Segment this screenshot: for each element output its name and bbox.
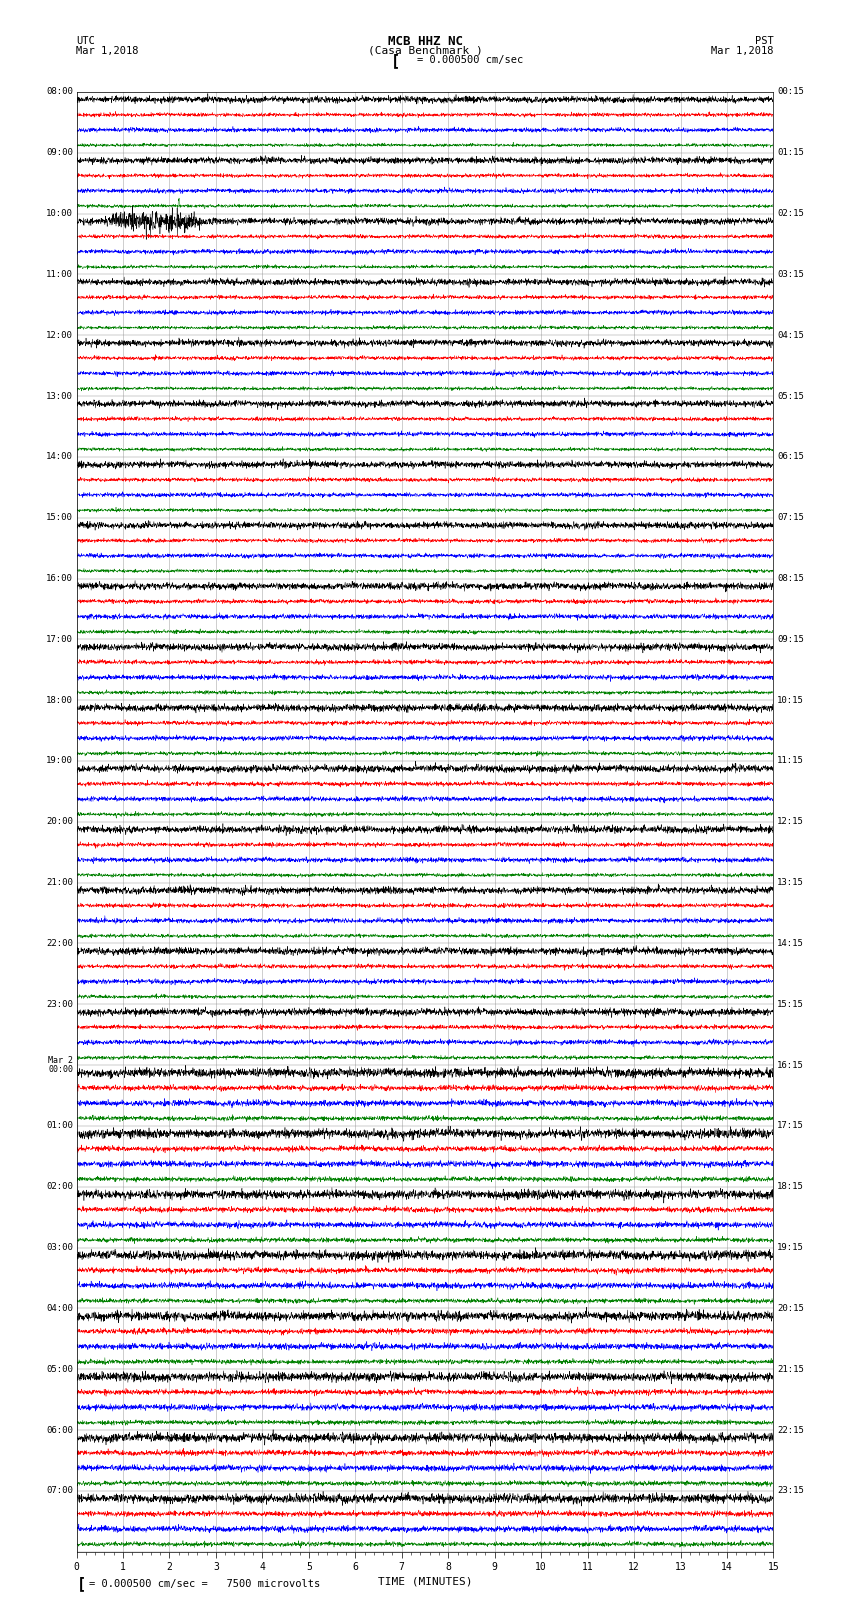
Text: MCB HHZ NC: MCB HHZ NC (388, 34, 462, 48)
Text: 12:15: 12:15 (777, 818, 804, 826)
Text: Mar 1,2018: Mar 1,2018 (711, 45, 774, 56)
Text: 19:15: 19:15 (777, 1244, 804, 1252)
Text: 01:15: 01:15 (777, 148, 804, 156)
Text: 16:15: 16:15 (777, 1061, 804, 1069)
Text: 08:00: 08:00 (46, 87, 73, 97)
Text: 14:15: 14:15 (777, 939, 804, 948)
Text: 22:15: 22:15 (777, 1426, 804, 1434)
Text: 10:15: 10:15 (777, 695, 804, 705)
Text: 01:00: 01:00 (46, 1121, 73, 1131)
Text: 16:00: 16:00 (46, 574, 73, 582)
Text: 09:00: 09:00 (46, 148, 73, 156)
Text: = 0.000500 cm/sec: = 0.000500 cm/sec (416, 55, 523, 66)
Text: PST: PST (755, 35, 774, 47)
Text: 19:00: 19:00 (46, 756, 73, 766)
Text: 20:15: 20:15 (777, 1303, 804, 1313)
Text: 14:00: 14:00 (46, 452, 73, 461)
Text: 13:15: 13:15 (777, 877, 804, 887)
Text: Mar 2
00:00: Mar 2 00:00 (48, 1057, 73, 1074)
Text: 08:15: 08:15 (777, 574, 804, 582)
Text: 21:15: 21:15 (777, 1365, 804, 1374)
Text: 05:00: 05:00 (46, 1365, 73, 1374)
Text: 15:00: 15:00 (46, 513, 73, 523)
Text: 05:15: 05:15 (777, 392, 804, 400)
Text: [: [ (76, 1576, 86, 1592)
Text: 11:00: 11:00 (46, 269, 73, 279)
Text: 18:00: 18:00 (46, 695, 73, 705)
Text: 04:00: 04:00 (46, 1303, 73, 1313)
Text: 10:00: 10:00 (46, 210, 73, 218)
Text: 22:00: 22:00 (46, 939, 73, 948)
Text: 17:00: 17:00 (46, 636, 73, 644)
Text: 23:00: 23:00 (46, 1000, 73, 1008)
Text: = 0.000500 cm/sec =   7500 microvolts: = 0.000500 cm/sec = 7500 microvolts (89, 1579, 320, 1589)
Text: 23:15: 23:15 (777, 1487, 804, 1495)
Text: 06:15: 06:15 (777, 452, 804, 461)
Text: 03:15: 03:15 (777, 269, 804, 279)
Text: 07:15: 07:15 (777, 513, 804, 523)
Text: 04:15: 04:15 (777, 331, 804, 340)
Text: 15:15: 15:15 (777, 1000, 804, 1008)
Text: Mar 1,2018: Mar 1,2018 (76, 45, 139, 56)
Text: 11:15: 11:15 (777, 756, 804, 766)
Text: 17:15: 17:15 (777, 1121, 804, 1131)
Text: 02:00: 02:00 (46, 1182, 73, 1192)
Text: 07:00: 07:00 (46, 1487, 73, 1495)
Text: 00:15: 00:15 (777, 87, 804, 97)
Text: 13:00: 13:00 (46, 392, 73, 400)
Text: 20:00: 20:00 (46, 818, 73, 826)
Text: 18:15: 18:15 (777, 1182, 804, 1192)
Text: [: [ (391, 53, 399, 68)
Text: 21:00: 21:00 (46, 877, 73, 887)
Text: (Casa Benchmark ): (Casa Benchmark ) (367, 45, 483, 56)
Text: 09:15: 09:15 (777, 636, 804, 644)
Text: 12:00: 12:00 (46, 331, 73, 340)
Text: 02:15: 02:15 (777, 210, 804, 218)
Text: 06:00: 06:00 (46, 1426, 73, 1434)
X-axis label: TIME (MINUTES): TIME (MINUTES) (377, 1576, 473, 1586)
Text: 03:00: 03:00 (46, 1244, 73, 1252)
Text: UTC: UTC (76, 35, 95, 47)
